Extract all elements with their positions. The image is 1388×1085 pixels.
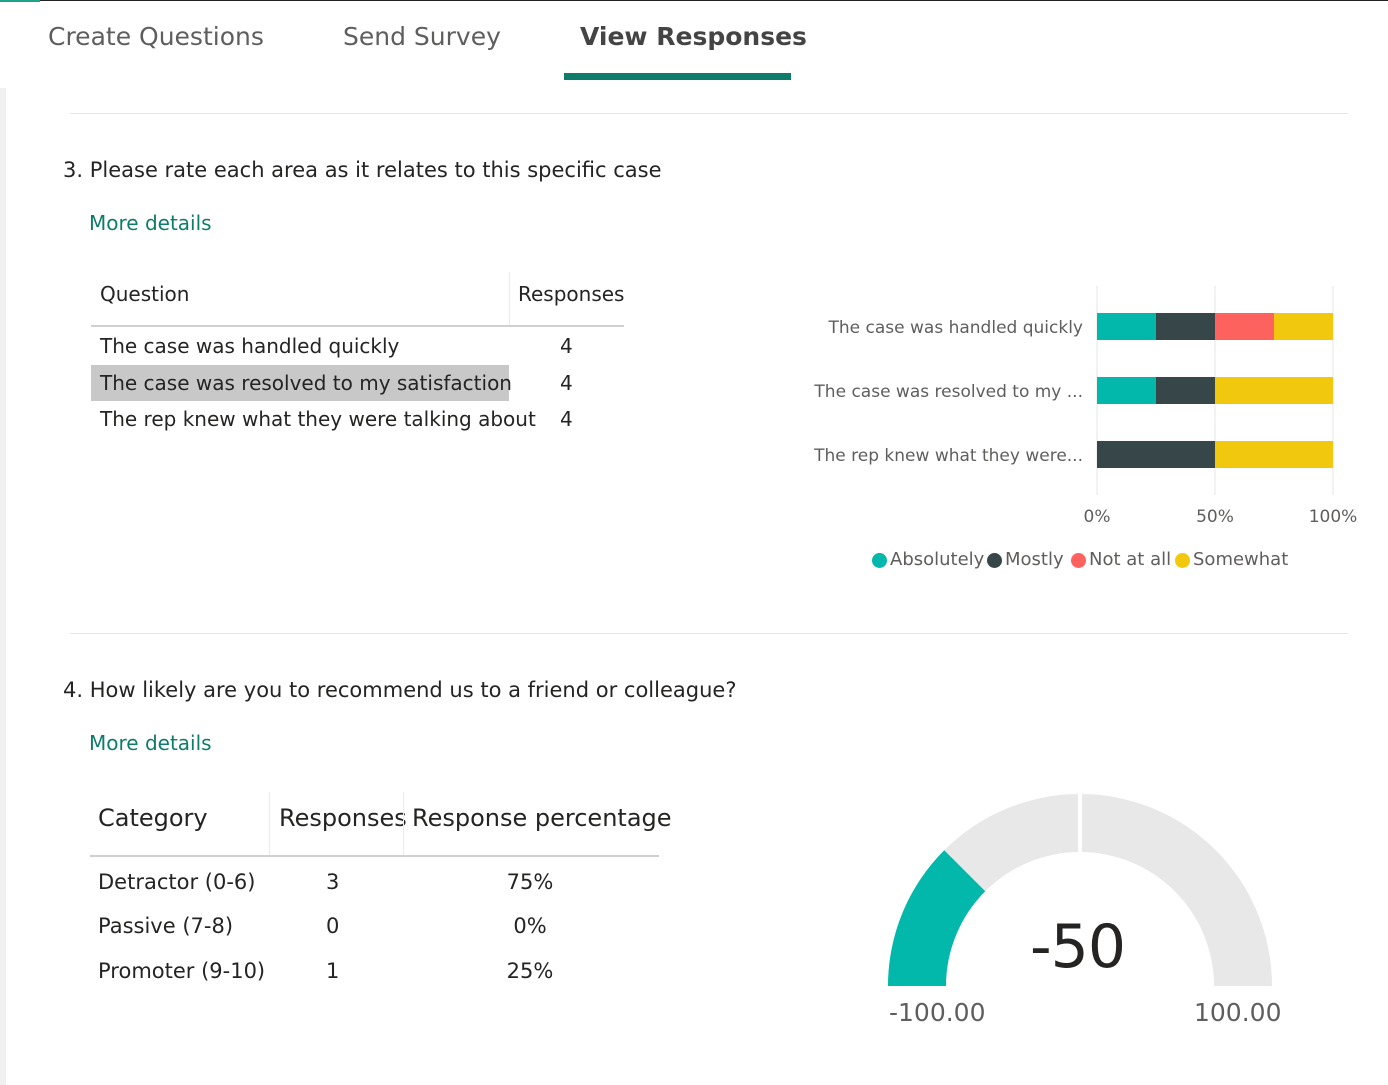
left-edge [0, 88, 6, 1085]
tab-view-responses[interactable]: View Responses [580, 22, 807, 51]
column-header-response-percentage[interactable]: Response percentage [403, 792, 672, 856]
bar-segment-somewhat[interactable] [1215, 377, 1333, 404]
x-tick-label: 0% [1084, 507, 1111, 527]
section-divider [70, 113, 1348, 114]
active-tab-indicator [564, 73, 791, 80]
x-tick-label: 100% [1309, 507, 1358, 527]
section-divider [70, 633, 1348, 634]
legend-dot [1175, 553, 1190, 568]
bar-segment-somewhat[interactable] [1274, 313, 1333, 340]
category-cell: Promoter (9-10) [98, 959, 266, 983]
table-row[interactable]: The rep knew what they were talking abou… [91, 401, 624, 437]
stacked-bar-chart-svg: The case was handled quickly The case was… [813, 286, 1358, 527]
question-4-title: 4. How likely are you to recommend us to… [63, 678, 737, 702]
question-3-stacked-bar-chart: The case was handled quickly The case was… [780, 280, 1380, 580]
tab-bar: Create Questions Send Survey View Respon… [0, 0, 1388, 86]
gauge-max-label: 100.00 [1194, 998, 1282, 1027]
legend-dot [872, 553, 887, 568]
category-cell: Detractor (0-6) [98, 870, 256, 894]
bar-segment-not-at-all[interactable] [1215, 313, 1274, 340]
column-header-category[interactable]: Category [98, 804, 208, 832]
bar-segment-somewhat[interactable] [1215, 441, 1333, 468]
category-axis-label: The rep knew what they were... [813, 446, 1083, 466]
column-header-question[interactable]: Question [100, 282, 190, 306]
table-row[interactable]: Detractor (0-6) 3 75% [90, 862, 659, 906]
table-row[interactable]: The case was handled quickly 4 [91, 328, 624, 364]
gauge-track [888, 794, 1272, 986]
bar-segment-mostly[interactable] [1156, 313, 1215, 340]
bar-segment-mostly[interactable] [1156, 377, 1215, 404]
legend-dot [987, 553, 1002, 568]
bar-segment-absolutely[interactable] [1097, 377, 1156, 404]
question-cell[interactable]: The case was handled quickly [100, 334, 400, 358]
responses-cell: 1 [326, 959, 340, 983]
responses-cell: 4 [560, 371, 573, 395]
question-3-title: 3. Please rate each area as it relates t… [63, 158, 662, 182]
responses-cell: 4 [560, 407, 573, 431]
percentage-cell: 0% [513, 914, 547, 938]
category-cell: Passive (7-8) [98, 914, 234, 938]
category-axis-label: The case was handled quickly [828, 318, 1084, 338]
responses-cell: 0 [326, 914, 340, 938]
x-tick-label: 50% [1196, 507, 1234, 527]
gauge-value: -50 [1030, 912, 1126, 982]
percentage-cell: 75% [506, 870, 554, 894]
table-header-rule [90, 855, 659, 857]
gauge-fill [888, 850, 986, 986]
bar-segment-mostly[interactable] [1097, 441, 1215, 468]
question-4-more-details-link[interactable]: More details [89, 731, 212, 755]
table-row[interactable]: Promoter (9-10) 1 25% [90, 951, 659, 995]
category-axis-label: The case was resolved to my ... [813, 382, 1083, 402]
responses-cell: 3 [326, 870, 340, 894]
tab-send-survey[interactable]: Send Survey [343, 22, 501, 51]
question-cell-selected[interactable]: The case was resolved to my satisfaction [91, 365, 512, 401]
table-row[interactable]: Passive (7-8) 0 0% [90, 906, 659, 950]
percentage-cell: 25% [506, 959, 554, 983]
question-cell[interactable]: The rep knew what they were talking abou… [100, 407, 536, 431]
gauge-min-label: -100.00 [889, 998, 986, 1027]
top-accent [0, 0, 40, 2]
column-header-responses[interactable]: Responses [269, 792, 407, 856]
legend-dot [1071, 553, 1086, 568]
table-header-rule [91, 325, 624, 327]
question-3-more-details-link[interactable]: More details [89, 211, 212, 235]
gauge-svg [888, 792, 1272, 986]
responses-cell: 4 [560, 334, 573, 358]
bar-segment-absolutely[interactable] [1097, 313, 1156, 340]
table-row[interactable]: The case was resolved to my satisfaction… [91, 365, 624, 401]
tab-create-questions[interactable]: Create Questions [48, 22, 264, 51]
nps-gauge [880, 785, 1280, 995]
top-border [0, 0, 1388, 1]
column-header-responses[interactable]: Responses [509, 272, 625, 326]
